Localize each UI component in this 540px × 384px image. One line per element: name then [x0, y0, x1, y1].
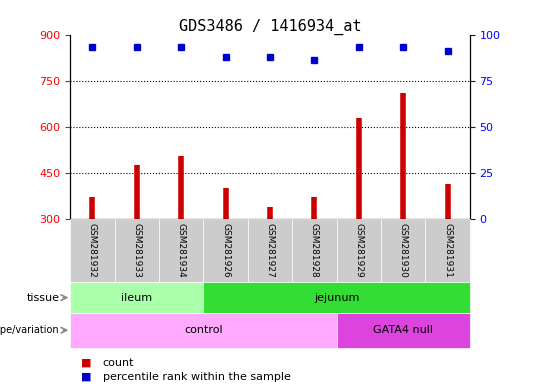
Text: control: control: [184, 325, 222, 335]
Text: GSM281933: GSM281933: [132, 223, 141, 278]
Text: GSM281934: GSM281934: [177, 223, 186, 278]
Text: ■: ■: [81, 358, 91, 368]
Text: GSM281926: GSM281926: [221, 223, 230, 278]
Text: ileum: ileum: [122, 293, 152, 303]
Text: GSM281929: GSM281929: [354, 223, 363, 278]
Text: GDS3486 / 1416934_at: GDS3486 / 1416934_at: [179, 19, 361, 35]
Text: GSM281932: GSM281932: [88, 223, 97, 278]
Text: GSM281930: GSM281930: [399, 223, 408, 278]
Text: percentile rank within the sample: percentile rank within the sample: [103, 372, 291, 382]
Text: tissue: tissue: [26, 293, 59, 303]
Text: GSM281928: GSM281928: [310, 223, 319, 278]
Text: count: count: [103, 358, 134, 368]
Text: GSM281927: GSM281927: [266, 223, 274, 278]
Text: genotype/variation: genotype/variation: [0, 325, 59, 335]
Text: GSM281931: GSM281931: [443, 223, 452, 278]
Text: jejunum: jejunum: [314, 293, 359, 303]
Text: ■: ■: [81, 372, 91, 382]
Text: GATA4 null: GATA4 null: [373, 325, 433, 335]
